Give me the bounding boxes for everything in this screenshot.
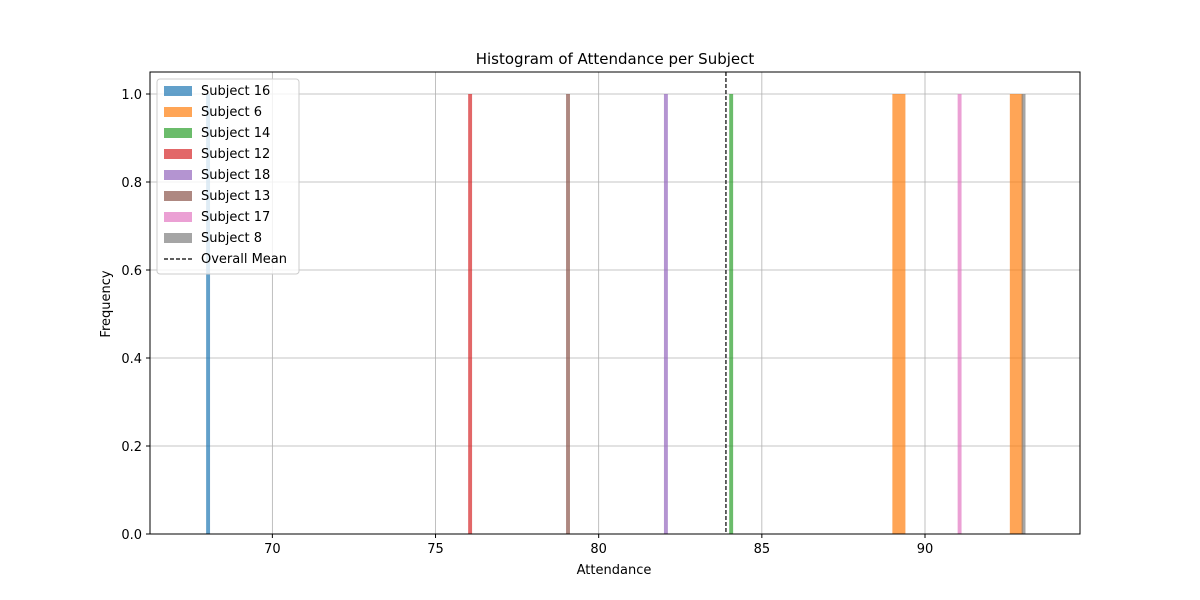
y-axis-label: Frequency bbox=[99, 270, 114, 337]
histogram-bar bbox=[566, 94, 570, 534]
legend-swatch bbox=[164, 128, 192, 138]
legend-label: Subject 8 bbox=[201, 231, 262, 246]
histogram-bar bbox=[664, 94, 668, 534]
legend-label: Subject 12 bbox=[201, 147, 270, 162]
legend-label: Subject 14 bbox=[201, 126, 270, 141]
legend-label: Overall Mean bbox=[201, 252, 287, 267]
y-tick-label: 0.0 bbox=[121, 528, 142, 543]
legend-swatch bbox=[164, 149, 192, 159]
legend-label: Subject 18 bbox=[201, 168, 270, 183]
y-axis-ticks: 0.0 0.2 0.4 0.6 0.8 1.0 bbox=[121, 88, 150, 543]
legend-swatch bbox=[164, 233, 192, 243]
legend-label: Subject 17 bbox=[201, 210, 270, 225]
x-tick-label: 85 bbox=[754, 542, 771, 557]
legend-swatch bbox=[164, 212, 192, 222]
histogram-bar bbox=[892, 94, 905, 534]
histogram-bar bbox=[468, 94, 472, 534]
y-tick-label: 0.2 bbox=[121, 440, 142, 455]
histogram-bar bbox=[1010, 94, 1023, 534]
histogram-bar bbox=[1022, 94, 1026, 534]
x-tick-label: 70 bbox=[264, 542, 281, 557]
histogram-bar bbox=[958, 94, 962, 534]
y-tick-label: 0.6 bbox=[121, 264, 142, 279]
legend-swatch bbox=[164, 170, 192, 180]
legend-label: Subject 6 bbox=[201, 105, 262, 120]
histogram-bars bbox=[206, 94, 1025, 534]
y-tick-label: 0.8 bbox=[121, 176, 142, 191]
x-axis-ticks: 70 75 80 85 90 bbox=[264, 534, 933, 557]
x-tick-label: 90 bbox=[917, 542, 934, 557]
legend-label: Subject 16 bbox=[201, 84, 270, 99]
histogram-bar bbox=[729, 94, 733, 534]
legend-swatch bbox=[164, 107, 192, 117]
chart-title: Histogram of Attendance per Subject bbox=[476, 50, 755, 68]
y-tick-label: 0.4 bbox=[121, 352, 142, 367]
x-tick-label: 75 bbox=[427, 542, 444, 557]
x-axis-label: Attendance bbox=[577, 563, 652, 578]
legend-swatch bbox=[164, 86, 192, 96]
legend-swatch bbox=[164, 191, 192, 201]
x-tick-label: 80 bbox=[590, 542, 607, 557]
y-tick-label: 1.0 bbox=[121, 88, 142, 103]
legend: Subject 16 Subject 6 Subject 14 Subject 12 S… bbox=[157, 79, 299, 274]
legend-label: Subject 13 bbox=[201, 189, 270, 204]
